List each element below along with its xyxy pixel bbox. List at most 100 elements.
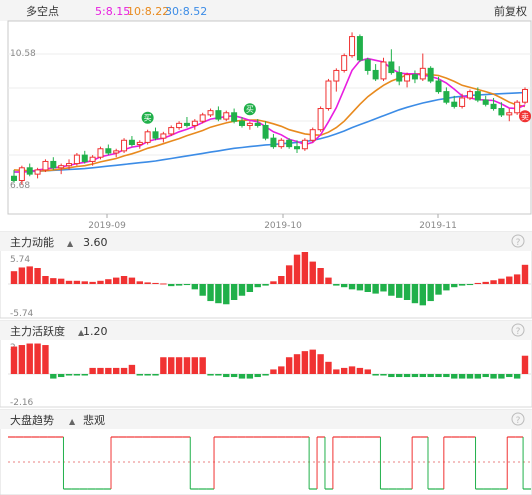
activity-bar	[254, 374, 261, 378]
momentum-bar	[270, 281, 277, 284]
candle	[294, 140, 301, 153]
momentum-bar	[506, 276, 513, 284]
svg-text:?: ?	[516, 416, 521, 426]
momentum-bar	[26, 266, 33, 284]
activity-bar	[89, 367, 96, 374]
candle	[97, 146, 104, 160]
candle	[286, 138, 293, 149]
candle	[349, 32, 356, 58]
candle	[278, 138, 285, 149]
momentum-title: 主力动能	[10, 235, 54, 249]
momentum-bar	[144, 282, 151, 284]
candle	[506, 108, 513, 122]
ma10-line	[13, 73, 526, 172]
candle	[435, 76, 442, 94]
activity-bar	[340, 367, 348, 374]
svg-text:卖: 卖	[521, 112, 529, 121]
candle	[113, 148, 120, 158]
activity-bar	[262, 374, 269, 376]
svg-text:?: ?	[516, 238, 521, 248]
momentum-bar	[18, 267, 26, 284]
candle	[136, 140, 143, 149]
momentum-bar	[152, 282, 159, 284]
activity-bar	[175, 357, 183, 374]
svg-text:▲: ▲	[78, 328, 85, 337]
buy-signal-icon: 买	[141, 111, 154, 124]
momentum-bar	[427, 284, 434, 302]
candle	[309, 127, 316, 143]
header-bar	[0, 0, 532, 21]
candle	[128, 136, 135, 147]
candle	[419, 53, 426, 82]
candle	[246, 121, 253, 130]
momentum-bar	[396, 284, 403, 298]
svg-text:▲: ▲	[67, 239, 74, 248]
chart-title: 多空点	[26, 4, 59, 18]
momentum-bar	[309, 261, 316, 284]
momentum-bar	[325, 277, 332, 284]
trend-panel: 大盘趋势 ▲ 悲观 ?	[0, 409, 532, 495]
svg-text:?: ?	[516, 327, 521, 337]
momentum-max-label: 5.74	[10, 255, 30, 265]
activity-bar	[160, 357, 167, 374]
momentum-bar	[403, 284, 411, 300]
momentum-bar	[113, 277, 120, 284]
candle	[364, 57, 371, 75]
momentum-bar	[128, 277, 136, 284]
activity-bar	[270, 369, 277, 374]
activity-bar	[396, 374, 403, 378]
activity-bar	[199, 357, 206, 374]
activity-bar	[380, 374, 387, 376]
activity-bar	[73, 374, 81, 376]
momentum-bar	[364, 284, 371, 292]
adjust-button[interactable]: 前复权	[494, 4, 527, 18]
candle	[231, 108, 238, 124]
help-icon[interactable]: ?	[511, 323, 525, 337]
activity-bar	[97, 367, 104, 374]
candle	[160, 131, 167, 143]
activity-bar	[230, 374, 238, 378]
momentum-bar	[301, 252, 309, 284]
buy-signal-icon: 买	[243, 103, 256, 116]
candle	[144, 129, 151, 145]
momentum-bar	[333, 284, 340, 286]
y-max-label: 10.58	[10, 49, 36, 59]
candle	[443, 87, 450, 105]
activity-bar	[474, 374, 482, 379]
activity-bar	[183, 357, 191, 374]
candle	[396, 66, 403, 86]
momentum-bar	[474, 282, 482, 284]
activity-bar	[278, 366, 285, 374]
candle	[380, 57, 387, 82]
activity-bar	[325, 361, 332, 374]
candle	[176, 121, 183, 130]
activity-bar	[513, 374, 521, 379]
activity-bar	[136, 374, 143, 376]
activity-bar	[81, 374, 88, 376]
candle	[341, 53, 348, 73]
activity-bar	[50, 374, 57, 379]
activity-value: 1.20	[83, 325, 108, 338]
candle	[152, 127, 159, 141]
momentum-bar	[340, 284, 348, 288]
activity-bar	[26, 343, 33, 374]
momentum-bar	[254, 284, 261, 288]
momentum-bar	[262, 284, 269, 286]
momentum-bar	[120, 276, 128, 284]
momentum-bar	[278, 276, 285, 284]
activity-bar	[105, 367, 112, 374]
candle	[207, 108, 214, 117]
candle	[356, 34, 363, 62]
candle	[191, 119, 198, 130]
candle	[317, 106, 324, 132]
help-icon[interactable]: ?	[511, 412, 525, 426]
candle	[66, 159, 73, 170]
candle	[89, 155, 96, 166]
momentum-bar	[183, 284, 191, 286]
trend-title: 大盘趋势	[10, 413, 54, 427]
activity-min-label: -2.16	[10, 398, 34, 408]
momentum-bar	[81, 281, 88, 284]
help-icon[interactable]: ?	[511, 234, 525, 248]
activity-bar	[207, 374, 214, 376]
